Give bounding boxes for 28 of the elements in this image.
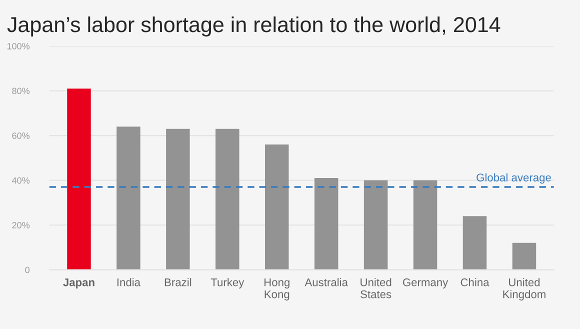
- bar: [413, 180, 438, 270]
- y-tick-label: 100%: [7, 43, 30, 50]
- x-tick-label: China: [460, 278, 490, 286]
- y-tick-label: 80%: [12, 88, 30, 94]
- bar: [166, 128, 190, 270]
- y-tick-label: 60%: [12, 132, 30, 139]
- x-tick-label: Germany: [402, 278, 448, 288]
- chart-title: Japan’s labor shortage in relation to the world, 2014: [7, 16, 500, 37]
- ref-line-label: Global average: [476, 173, 551, 184]
- x-tick-label: Australia: [304, 278, 348, 286]
- x-tick-label: United States: [360, 278, 392, 298]
- x-tick-label: United Kingdom: [503, 278, 546, 300]
- bar: [116, 126, 140, 270]
- bar: [67, 88, 91, 270]
- x-tick-label: Hong Kong: [264, 278, 290, 300]
- x-tick-label: India: [117, 278, 140, 286]
- bar: [512, 242, 536, 270]
- y-tick-label: 40%: [12, 177, 30, 184]
- x-tick-label: Turkey: [210, 278, 244, 288]
- x-tick-label: Japan: [63, 278, 94, 288]
- y-tick-label: 20%: [12, 222, 30, 228]
- bar: [364, 180, 388, 270]
- bar: [264, 144, 289, 270]
- bar: [216, 128, 240, 270]
- bar: [314, 178, 338, 270]
- bar: [462, 216, 487, 270]
- y-tick-label: 0: [25, 266, 30, 274]
- x-tick-label: Brazil: [164, 278, 192, 286]
